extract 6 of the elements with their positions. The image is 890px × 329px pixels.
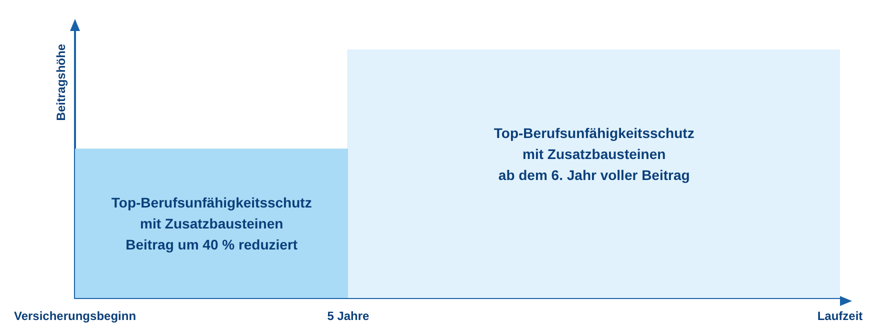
x-tick-label: Laufzeit (817, 309, 863, 323)
y-axis-title: Beitragshöhe (54, 44, 68, 121)
x-tick-label: 5 Jahre (327, 309, 370, 323)
annotation: Top-Berufsunfähigkeitsschutz mit Zusatzbausteinen Beitrag um 40 % reduziert (111, 194, 312, 253)
x-tick-label: Versicherungsbeginn (14, 309, 136, 323)
annotation: Top-Berufsunfähigkeitsschutz mit Zusatzbausteinen ab dem 6. Jahr voller Beitrag (494, 125, 694, 184)
